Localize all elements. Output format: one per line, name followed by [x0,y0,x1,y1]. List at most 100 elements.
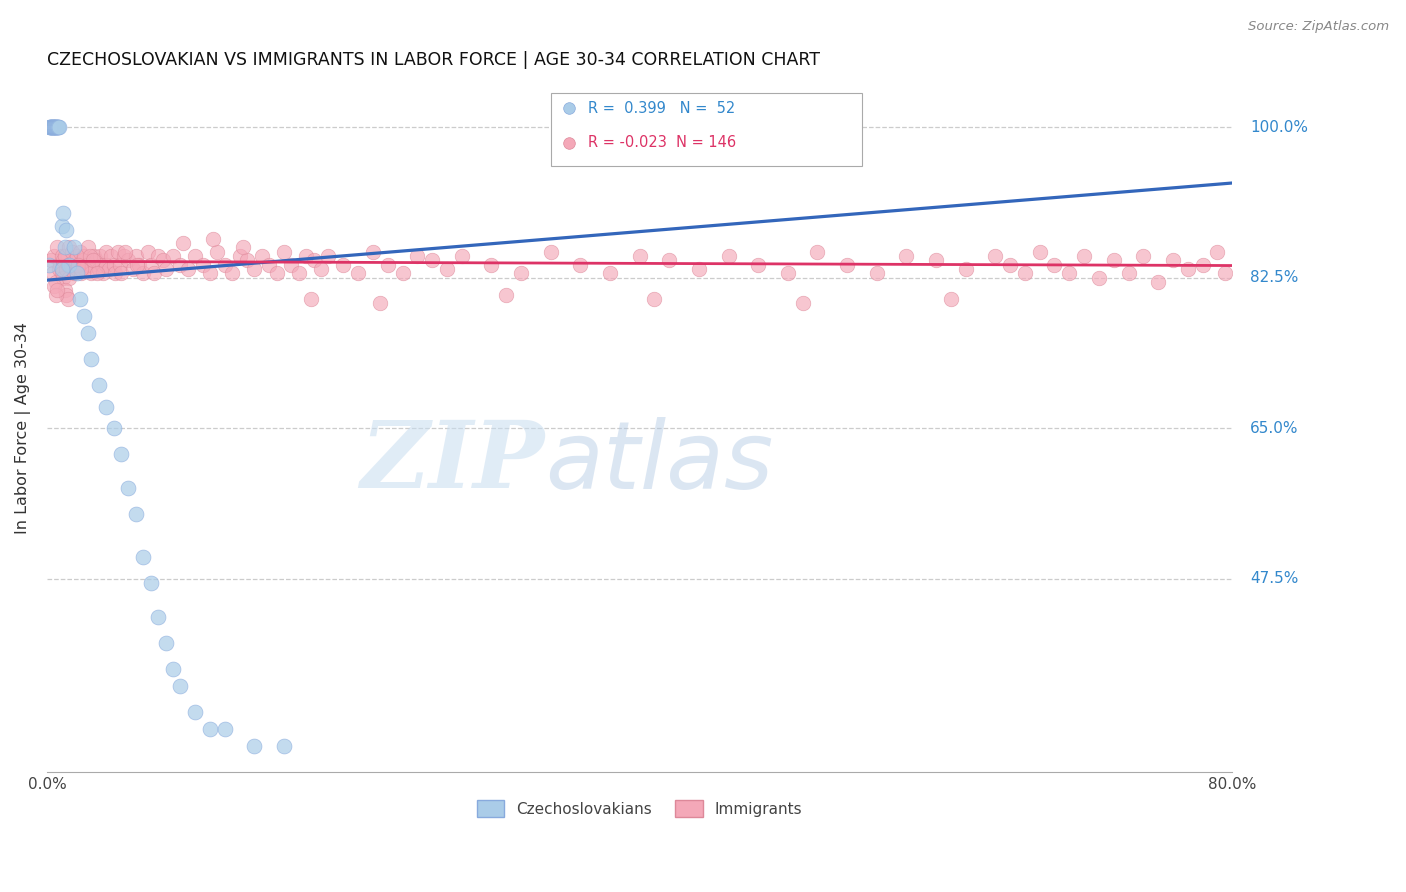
Point [48,120,70,135]
Point [1043,258,1066,272]
Point [309,262,332,277]
Point [96,258,118,272]
Point [658,253,681,268]
Point [82,253,104,268]
Point [1028,244,1050,259]
Point [332,258,354,272]
Point [51,266,73,280]
Point [42,120,65,135]
Point [717,249,740,263]
Point [53,284,76,298]
Point [114,244,136,259]
Point [835,258,858,272]
Point [112,249,135,263]
Point [1132,249,1154,263]
Point [39,120,62,135]
Point [1213,266,1236,280]
Point [377,258,399,272]
Point [510,266,533,280]
Legend: Czechoslovakians, Immigrants: Czechoslovakians, Immigrants [471,794,808,823]
Point [273,244,295,259]
Point [39,120,62,135]
Point [155,262,177,277]
Point [420,253,443,268]
Point [63,253,86,268]
Point [44,120,66,135]
Point [87,378,110,392]
Point [198,722,221,736]
Point [1147,275,1170,289]
Point [80,258,103,272]
Point [80,266,103,280]
Point [41,120,63,135]
Point [67,258,90,272]
Point [45,275,67,289]
Point [1088,270,1111,285]
Point [48,262,70,277]
Point [406,249,429,263]
Point [266,266,288,280]
Point [73,249,96,263]
Point [162,662,184,676]
Point [49,258,72,272]
Point [55,223,77,237]
Point [198,266,221,280]
Point [110,447,132,461]
Point [776,266,799,280]
Point [628,249,651,263]
Point [998,258,1021,272]
Point [51,219,73,233]
Point [41,120,63,135]
Point [747,258,769,272]
Point [221,266,243,280]
Point [83,249,105,263]
Point [214,258,236,272]
Point [45,287,67,301]
Point [72,253,94,268]
Point [866,266,889,280]
Point [44,120,66,135]
Point [38,120,60,135]
Point [96,244,118,259]
Point [38,258,60,272]
Point [450,249,472,263]
Point [90,258,112,272]
Point [955,262,977,277]
Point [84,253,107,268]
Point [53,249,76,263]
Point [896,249,918,263]
Point [62,266,84,280]
Point [98,262,121,277]
Point [76,258,98,272]
Point [110,266,132,280]
Point [162,249,184,263]
Point [1014,266,1036,280]
Point [1161,253,1184,268]
Point [228,249,250,263]
Point [80,352,103,367]
Point [52,206,75,220]
Point [108,258,131,272]
Point [44,120,66,135]
Point [73,310,96,324]
Point [79,249,101,263]
Point [107,244,129,259]
Point [191,258,214,272]
Point [62,240,84,254]
Point [318,249,340,263]
Point [643,292,665,306]
Point [122,262,145,277]
Point [214,722,236,736]
Text: 82.5%: 82.5% [1250,270,1299,285]
Point [207,244,229,259]
Point [52,253,75,268]
Point [1059,266,1081,280]
Point [1102,253,1125,268]
Point [152,253,174,268]
Text: 47.5%: 47.5% [1250,571,1299,586]
Point [51,262,73,277]
Point [42,120,65,135]
Point [56,292,79,306]
Point [75,262,97,277]
Text: Source: ZipAtlas.com: Source: ZipAtlas.com [1249,20,1389,33]
